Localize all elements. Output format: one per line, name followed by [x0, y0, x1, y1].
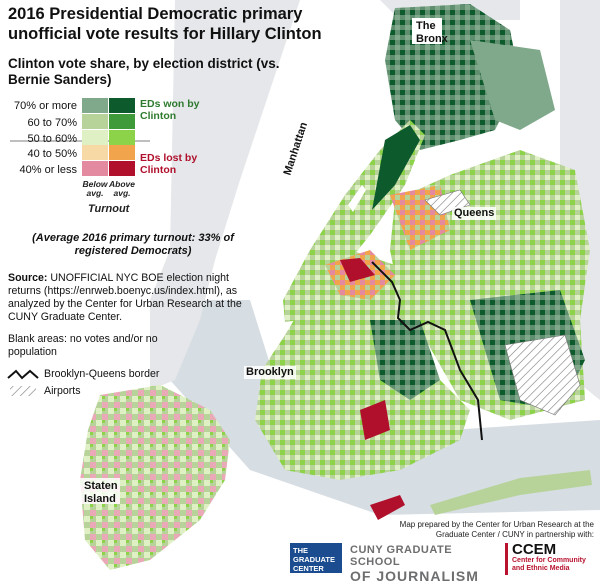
- source-text: UNOFFICIAL NYC BOE election night return…: [8, 272, 242, 323]
- central-park: [348, 185, 366, 212]
- graduate-center-logo: THE GRADUATE CENTER: [290, 543, 342, 573]
- cuny-logo-line1: CUNY GRADUATE SCHOOL: [350, 544, 453, 568]
- swatch-40-below: [82, 145, 108, 160]
- swatch-60-above: [109, 114, 135, 129]
- border-key-line: [7, 369, 39, 380]
- label-brooklyn: Brooklyn: [244, 366, 296, 379]
- swatch-40less-above: [109, 161, 135, 176]
- legend-above-avg: Above avg.: [109, 179, 135, 198]
- cuny-journalism-logo: CUNY GRADUATE SCHOOL OF JOURNALISM: [350, 544, 500, 584]
- manhattan-harlem: [372, 125, 420, 210]
- label-queens: Queens: [452, 207, 497, 220]
- coney-island: [370, 495, 405, 520]
- swatch-50-below: [82, 130, 108, 145]
- bronx-east: [470, 40, 555, 130]
- source-label: Source:: [8, 272, 48, 284]
- legend-label-70-plus: 70% or more: [14, 100, 77, 112]
- swatch-70-below: [82, 98, 108, 113]
- brooklyn-red-cluster: [340, 258, 375, 282]
- legend-label-40-50: 40 to 50%: [27, 148, 77, 160]
- map-title: 2016 Presidential Democratic primary uno…: [8, 5, 322, 43]
- swatch-40-above: [109, 145, 135, 160]
- swatch-50-above: [109, 130, 135, 145]
- ccem-logo-big: CCEM: [512, 541, 557, 558]
- brooklyn-area: [255, 250, 470, 480]
- credit-note: Map prepared by the Center for Urban Res…: [399, 520, 594, 539]
- legend-won-note: EDs won by Clinton: [140, 98, 200, 122]
- airports-key-label: Airports: [44, 385, 81, 397]
- average-turnout-note: (Average 2016 primary turnout: 33% of re…: [32, 232, 234, 257]
- blank-areas-note: Blank areas: no votes and/or no populati…: [8, 333, 158, 358]
- legend-below-avg: Below avg.: [82, 179, 108, 198]
- map-subtitle: Clinton vote share, by election district…: [8, 56, 280, 87]
- cuny-logo-line2: OF JOURNALISM: [350, 568, 479, 584]
- brooklyn-south-red: [360, 400, 390, 440]
- brooklyn-central: [370, 320, 440, 400]
- legend-turnout: Turnout: [88, 203, 130, 215]
- border-key-label: Brooklyn-Queens border: [44, 368, 160, 380]
- legend-label-40-less: 40% or less: [19, 164, 77, 176]
- swatch-60-below: [82, 114, 108, 129]
- new-jersey-land: [150, 0, 300, 390]
- bronx-label-bg: [412, 18, 442, 44]
- staten-island-area: [80, 385, 230, 570]
- source-note: Source: UNOFFICIAL NYC BOE election nigh…: [8, 272, 258, 324]
- legend-label-50-60: 50 to 60%: [27, 133, 77, 145]
- legend-lost-note: EDs lost by Clinton: [140, 152, 198, 176]
- swatch-40less-below: [82, 161, 108, 176]
- label-the-bronx: The Bronx: [416, 20, 448, 45]
- brooklyn-queens-border: [371, 261, 483, 441]
- rockaway-peninsula: [430, 470, 592, 515]
- harbor-water: [170, 300, 600, 515]
- staten-label-bg: [80, 478, 120, 504]
- jfk-airport: [504, 334, 581, 416]
- ccem-logo: CCEM Center for Community and Ethnic Med…: [505, 541, 597, 575]
- swatch-70-above: [109, 98, 135, 113]
- label-staten-island: Staten Island: [84, 480, 118, 505]
- ccem-logo-small: Center for Community and Ethnic Media: [512, 557, 586, 572]
- airports-key-swatch: [10, 386, 36, 396]
- legend-label-60-70: 60 to 70%: [27, 117, 77, 129]
